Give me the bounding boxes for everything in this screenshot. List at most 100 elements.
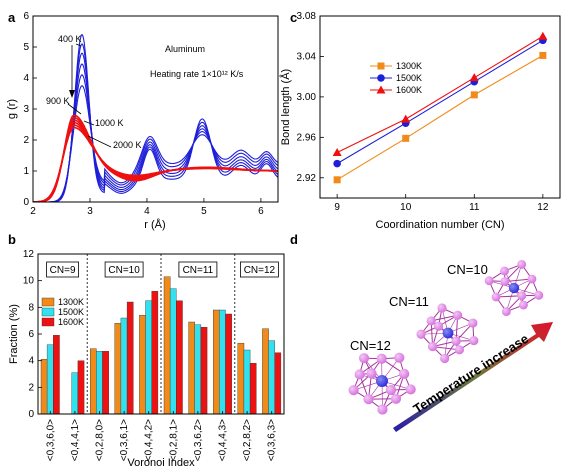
x-tick-label: 6 — [258, 206, 264, 217]
legend-label-1500K: 1500K — [58, 307, 84, 317]
x-tick-label: <0,3,6,3> — [267, 419, 278, 461]
atom — [354, 369, 365, 380]
legend-marker-1300K — [377, 62, 385, 70]
x-tick-label: 5 — [201, 206, 207, 217]
rdf-line-900k — [33, 85, 278, 202]
bar-1500K-2 — [96, 351, 103, 415]
x-tick-label: <0,4,4,3> — [218, 419, 229, 461]
x-tick-label: <0,4,4,1> — [70, 419, 81, 461]
x-tick-label: 9 — [334, 202, 340, 213]
x-tick-label: 12 — [537, 202, 549, 213]
atom — [484, 276, 494, 286]
atom — [376, 353, 387, 364]
x-tick-label: 2 — [30, 206, 36, 217]
atom — [358, 353, 370, 364]
panel-label-b: b — [8, 232, 16, 247]
y-tick-label: 2.96 — [297, 132, 317, 143]
point-1600K-9 — [332, 148, 342, 156]
bar-1300K-0 — [40, 359, 48, 415]
cn10-label: CN=10 — [447, 262, 488, 277]
bar-1600K-0 — [53, 335, 60, 415]
panel-a-y-label: g (r) — [6, 99, 18, 119]
y-tick-label: 0 — [23, 197, 29, 208]
rdf-line-400k — [33, 33, 278, 202]
cluster-cn10 — [484, 259, 544, 317]
y-tick-label: 10 — [23, 276, 35, 287]
panel-b-x-ticks: <0,3,6,0> <0,4,4,1> <0,2,8,0> <0,3,6,1> <0,4… — [45, 411, 278, 461]
legend-swatch-1500K — [41, 307, 55, 317]
bar-1300K-8 — [237, 343, 245, 415]
cn-group-box — [178, 261, 218, 278]
x-tick-label: <0,4,4,2> — [144, 419, 155, 461]
panel-c-x-label: Coordination number (CN) — [376, 219, 505, 231]
x-tick-label: <0,3,6,0> — [45, 419, 56, 461]
legend-label-1500K: 1500K — [396, 73, 422, 83]
bar-1600K-5 — [176, 300, 183, 415]
heating-rate-label: Heating rate 1×10¹² K/s — [150, 69, 244, 79]
x-tick-label: 4 — [144, 206, 150, 217]
point-1600K-10 — [401, 114, 411, 123]
cn-group-box — [239, 261, 279, 278]
panel-a-y-ticks: 0 1 2 3 4 5 6 — [23, 11, 37, 208]
rdf-line-2000k — [33, 126, 278, 202]
y-tick-label: 2 — [28, 382, 34, 393]
bar-1500K-3 — [120, 317, 128, 415]
center-atom-cn11 — [442, 327, 454, 339]
y-tick-label: 3 — [23, 104, 29, 115]
atom — [500, 277, 510, 286]
atom — [348, 385, 359, 396]
atom — [454, 345, 465, 355]
bar-1600K-8 — [249, 363, 257, 415]
label-2000k: 2000 K — [113, 140, 142, 150]
legend-label-1300K: 1300K — [58, 297, 84, 307]
point-1300K-9 — [333, 176, 341, 184]
y-tick-label: 2.92 — [297, 173, 317, 184]
atom — [366, 368, 377, 379]
bar-1500K-7 — [219, 309, 226, 415]
panel-c-x-ticks: 9 10 11 12 — [334, 194, 549, 213]
y-tick-label: 0 — [28, 409, 34, 420]
y-tick-label: 8 — [28, 302, 34, 313]
cn-group-label: CN=10 — [108, 265, 140, 276]
cn11-label: CN=11 — [389, 294, 429, 309]
bar-1600K-1 — [77, 360, 85, 415]
atom — [534, 290, 544, 300]
cn-group-label: CN=12 — [244, 265, 276, 276]
x-tick-label: 3 — [87, 206, 93, 217]
y-tick-label: 4 — [23, 73, 29, 84]
label-400k: 400 K — [58, 34, 82, 44]
atom — [468, 318, 478, 328]
legend-label-1600K: 1600K — [58, 317, 84, 327]
point-1600K-12 — [538, 31, 548, 40]
y-tick-label: 1 — [23, 166, 29, 177]
x-tick-label: 11 — [469, 202, 480, 213]
atom — [437, 303, 447, 313]
atom — [517, 259, 527, 269]
panel-b-y-ticks: 0 2 4 6 8 10 12 — [23, 249, 42, 420]
panel-a-x-label: r (Å) — [144, 218, 165, 231]
cn12-label: CN=12 — [350, 338, 391, 353]
panel-c-y-label: Bond length (Å) — [279, 69, 292, 145]
voronoi-bars — [40, 276, 282, 415]
label-1000k: 1000 K — [95, 118, 124, 128]
atom — [500, 266, 509, 276]
panel-label-d: d — [290, 232, 298, 247]
bar-1500K-4 — [145, 300, 152, 415]
cn-group-box — [46, 261, 79, 278]
bar-1500K-6 — [194, 324, 202, 415]
x-tick-label: <0,3,6,2> — [193, 419, 204, 461]
atom — [377, 404, 388, 415]
legend-swatch-1600K — [41, 317, 55, 327]
x-tick-label: <0,2,8,2> — [242, 419, 253, 461]
atom — [405, 384, 416, 395]
panel-c-y-ticks: 2.92 2.96 3.00 3.04 3.08 — [297, 11, 324, 184]
temperature-arrows — [67, 43, 112, 148]
bond-length-lines — [332, 31, 548, 184]
y-tick-label: 12 — [23, 249, 35, 260]
bar-1600K-3 — [126, 301, 134, 415]
y-tick-label: 2 — [23, 135, 29, 146]
atom — [501, 307, 511, 317]
legend-marker-1500K — [377, 74, 385, 82]
